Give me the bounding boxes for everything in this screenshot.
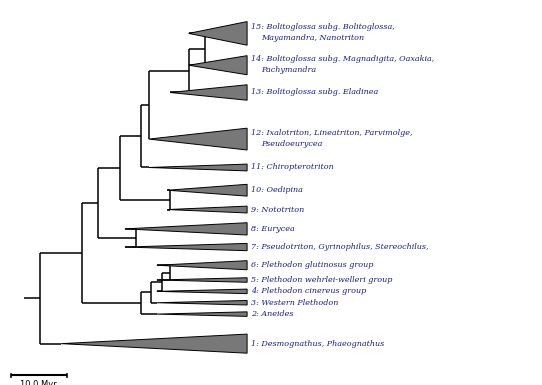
Text: 3: Western Plethodon: 3: Western Plethodon [251, 299, 339, 307]
Polygon shape [61, 334, 247, 353]
Polygon shape [170, 85, 247, 100]
Text: 6: Plethodon glutinosus group: 6: Plethodon glutinosus group [251, 261, 374, 269]
Text: Pseudoeurycea: Pseudoeurycea [261, 140, 322, 148]
Text: Pachymandra: Pachymandra [261, 66, 316, 74]
Polygon shape [167, 184, 247, 196]
Polygon shape [157, 289, 247, 294]
Text: 2: Aneides: 2: Aneides [251, 310, 294, 318]
Text: Mayamandra, Nanotriton: Mayamandra, Nanotriton [261, 34, 364, 42]
Text: 12: Ixalotriton, Lineatriton, Parvimolge,: 12: Ixalotriton, Lineatriton, Parvimolge… [251, 129, 413, 137]
Polygon shape [157, 278, 247, 282]
Polygon shape [149, 128, 247, 150]
Polygon shape [157, 300, 247, 305]
Polygon shape [125, 243, 247, 251]
Text: 11: Chiropterotriton: 11: Chiropterotriton [251, 164, 334, 171]
Polygon shape [189, 56, 247, 75]
Text: 9: Nototriton: 9: Nototriton [251, 206, 305, 214]
Polygon shape [189, 22, 247, 45]
Text: 4: Plethodon cinereus group: 4: Plethodon cinereus group [251, 287, 366, 295]
Text: 8: Eurycea: 8: Eurycea [251, 225, 295, 233]
Text: 15: Bolitoglossa subg. Bolitoglossa,: 15: Bolitoglossa subg. Bolitoglossa, [251, 23, 395, 31]
Polygon shape [149, 164, 247, 171]
Text: 14: Bolitoglossa subg. Magnadigita, Oaxakia,: 14: Bolitoglossa subg. Magnadigita, Oaxa… [251, 55, 435, 63]
Text: 7: Pseudotriton, Gyrinophilus, Stereochilus,: 7: Pseudotriton, Gyrinophilus, Stereochi… [251, 243, 429, 251]
Polygon shape [157, 312, 247, 316]
Text: 13: Bolitoglossa subg. Eladinea: 13: Bolitoglossa subg. Eladinea [251, 89, 379, 97]
Text: 5: Plethodon wehrlei-welleri group: 5: Plethodon wehrlei-welleri group [251, 276, 393, 284]
Polygon shape [157, 261, 247, 270]
Text: 10: Oedipina: 10: Oedipina [251, 186, 303, 194]
Text: 1: Desmognathus, Phaeognathus: 1: Desmognathus, Phaeognathus [251, 340, 385, 348]
Text: 10.0 Myr: 10.0 Myr [20, 380, 57, 385]
Polygon shape [167, 206, 247, 213]
Polygon shape [125, 223, 247, 235]
